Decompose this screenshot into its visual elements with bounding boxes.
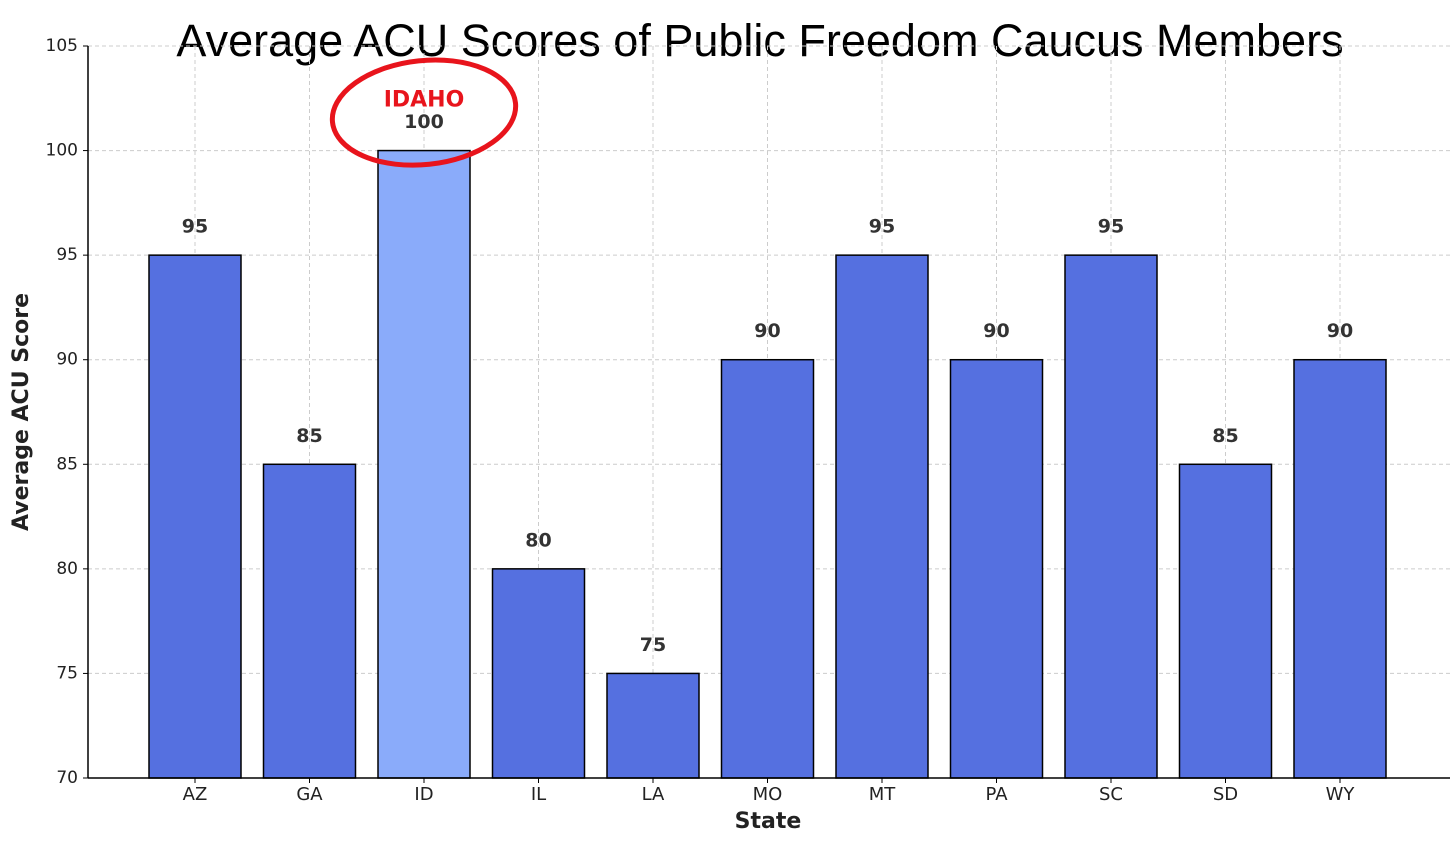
x-tick-label: WY — [1326, 784, 1356, 805]
y-tick-label: 100 — [46, 141, 78, 161]
bar — [148, 254, 242, 779]
value-label: 95 — [1098, 216, 1124, 238]
annotation-circle — [329, 57, 519, 168]
y-tick-label: 80 — [56, 559, 78, 579]
bar — [491, 568, 586, 779]
y-tick-label: 70 — [56, 768, 78, 788]
value-label: 80 — [525, 529, 551, 551]
y-tick-label: 90 — [56, 350, 78, 370]
bar — [377, 149, 471, 779]
x-tick-label: ID — [414, 784, 433, 805]
annotation-text: IDAHO — [384, 88, 465, 113]
value-label: 90 — [983, 320, 1009, 342]
value-label: 85 — [1212, 425, 1238, 447]
value-label: 95 — [182, 216, 208, 238]
y-tick-label: 95 — [56, 245, 78, 265]
x-tick-label: MO — [753, 784, 783, 805]
value-label: 95 — [869, 216, 895, 238]
bar — [1178, 463, 1273, 779]
value-label: 75 — [640, 634, 666, 656]
y-tick-label: 85 — [56, 454, 78, 474]
bar — [606, 672, 700, 779]
y-axis-label: Average ACU Score — [9, 293, 34, 531]
x-tick-label: SC — [1099, 784, 1123, 805]
bar — [949, 358, 1044, 779]
x-tick-label: PA — [985, 784, 1008, 805]
x-tick-label: MT — [869, 784, 897, 805]
chart-title: Average ACU Scores of Public Freedom Cau… — [176, 15, 1343, 66]
y-tick-label: 105 — [46, 36, 78, 56]
value-label: 85 — [296, 425, 322, 447]
y-tick-label: 75 — [56, 663, 78, 683]
x-tick-label: GA — [296, 784, 323, 805]
x-axis-label: State — [735, 809, 802, 834]
x-tick-label: IL — [531, 784, 546, 805]
x-tick-label: SD — [1213, 784, 1238, 805]
x-tick-label: AZ — [183, 784, 208, 805]
value-label: 90 — [1327, 320, 1353, 342]
bar — [835, 254, 929, 779]
bar — [262, 463, 357, 779]
x-tick-label: LA — [642, 784, 665, 805]
value-label: 100 — [404, 111, 444, 133]
value-label: 90 — [754, 320, 780, 342]
bar — [720, 358, 815, 779]
bar — [1293, 358, 1387, 779]
bar — [1064, 254, 1158, 779]
